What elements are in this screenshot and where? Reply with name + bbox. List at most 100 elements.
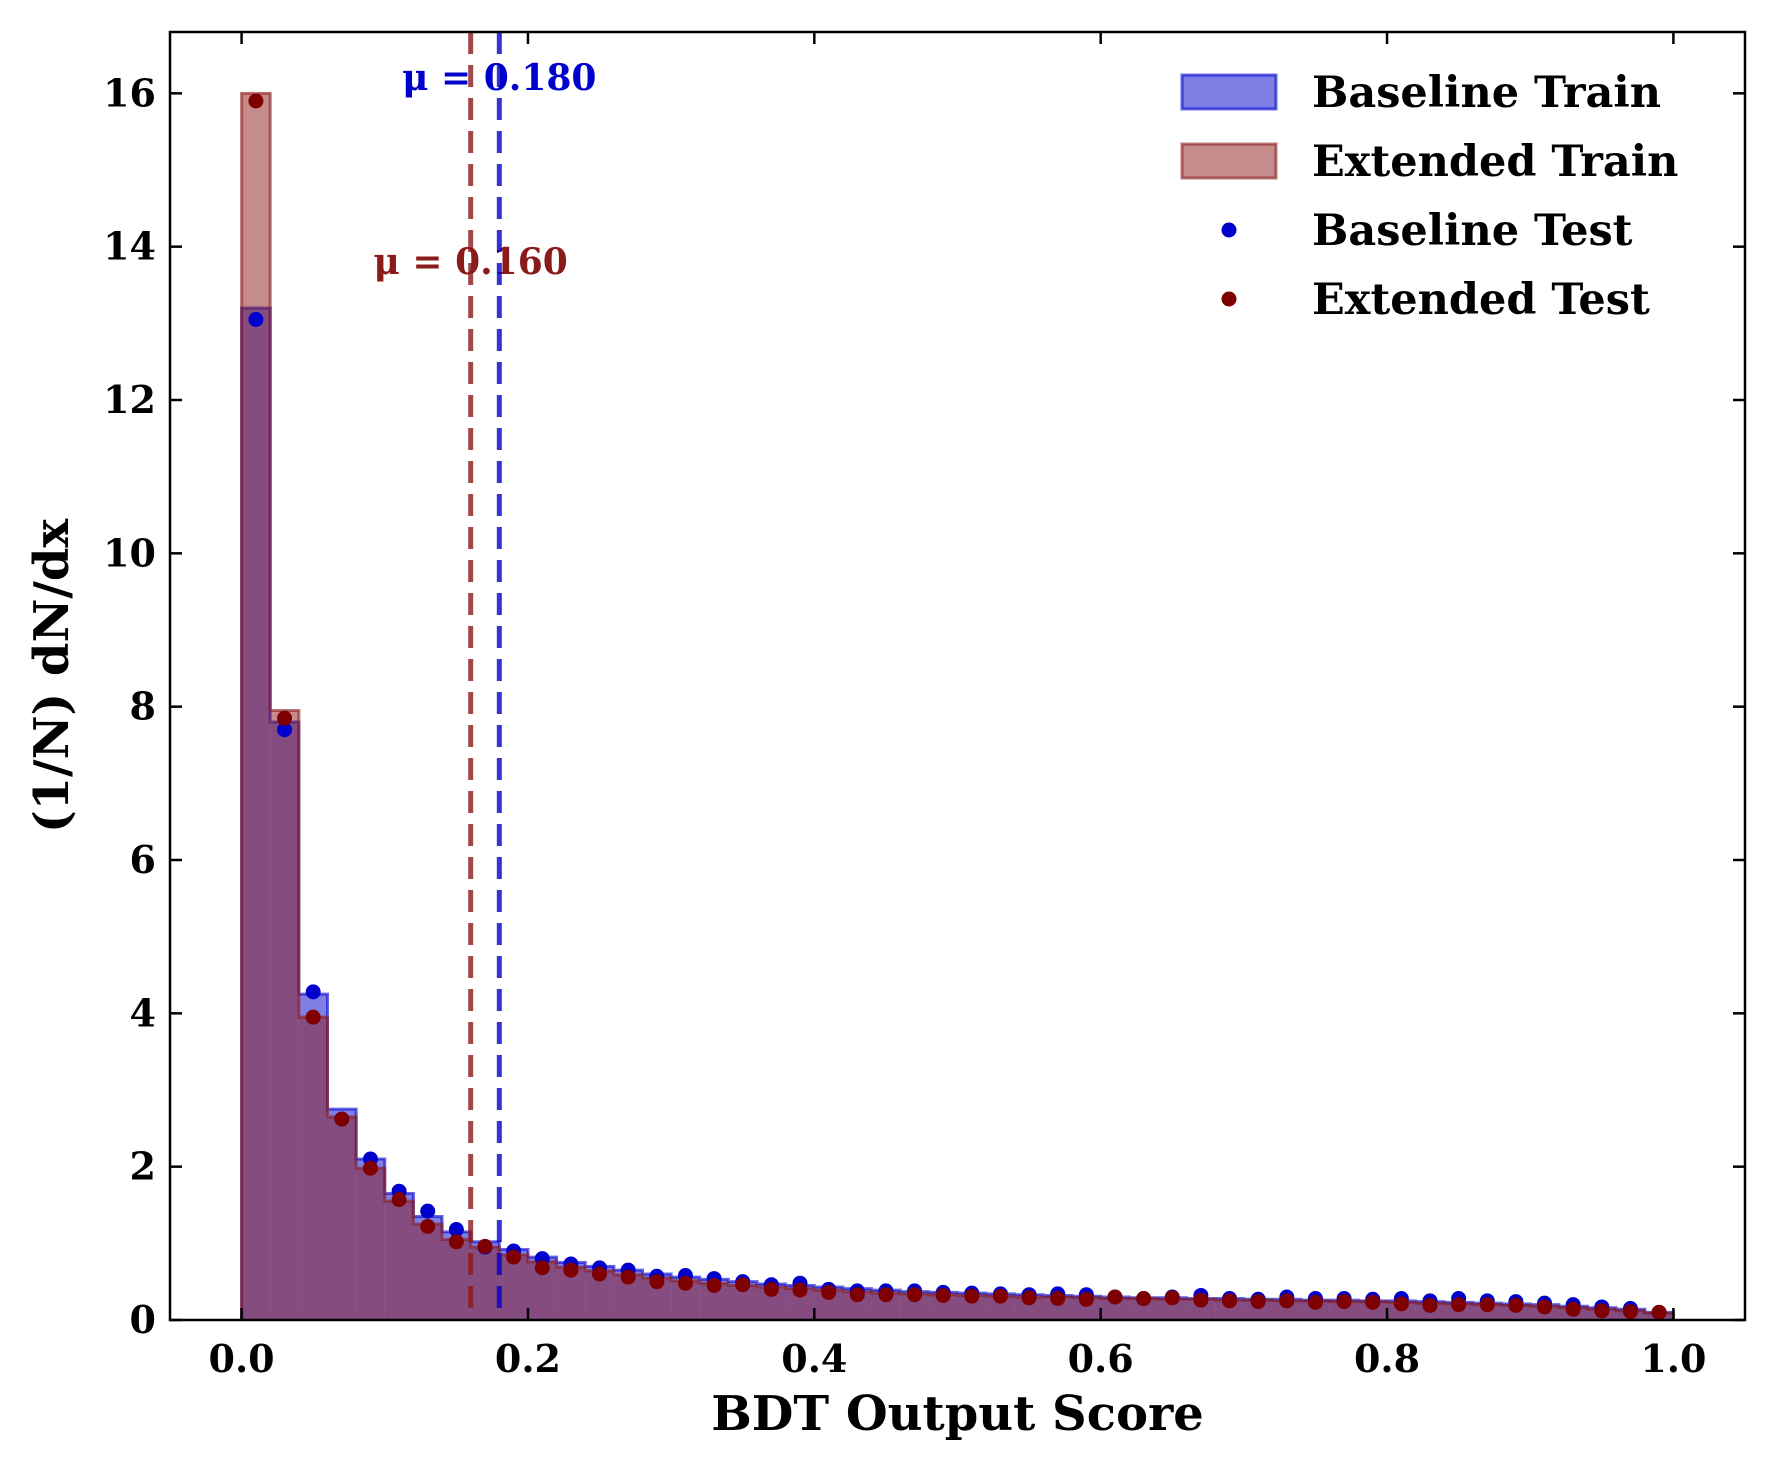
- extended-train-bar: [442, 1239, 471, 1320]
- x-tick-label: 0.2: [495, 1336, 561, 1381]
- extended-test-point: [1594, 1303, 1610, 1319]
- y-tick-label: 14: [103, 224, 156, 269]
- test-points: [248, 93, 1667, 1320]
- extended-test-point: [334, 1111, 350, 1127]
- extended-train-bar: [241, 93, 271, 1320]
- y-tick-label: 10: [103, 530, 156, 575]
- baseline-test-legend-label: Baseline Test: [1312, 206, 1633, 256]
- extended-test-point: [1279, 1293, 1295, 1309]
- baseline-train-mean-label: μ = 0.180: [402, 57, 596, 99]
- extended-test-point: [391, 1192, 407, 1208]
- extended-train-bar: [298, 1017, 328, 1320]
- x-tick-label: 0.0: [209, 1336, 275, 1381]
- extended-test-point: [448, 1234, 464, 1250]
- extended-test-point: [1193, 1292, 1209, 1308]
- extended-train-histogram: [240, 91, 1675, 1320]
- extended-test-legend-item: Extended Test: [1221, 275, 1650, 325]
- baseline-test-legend-item: Baseline Test: [1221, 206, 1633, 256]
- extended-test-point: [305, 1009, 321, 1025]
- extended-test-point: [1307, 1294, 1323, 1310]
- extended-train-bar: [356, 1168, 385, 1320]
- extended-test-point: [592, 1266, 608, 1282]
- extended-test-point: [1422, 1297, 1438, 1313]
- extended-test-point: [1565, 1301, 1581, 1317]
- y-tick-label: 0: [130, 1297, 156, 1342]
- extended-test-point: [849, 1287, 865, 1303]
- baseline-test-legend-marker: [1221, 222, 1237, 238]
- baseline-train-legend-swatch: [1180, 73, 1278, 111]
- extended-train-bar: [1272, 1300, 1302, 1320]
- extended-test-point: [1050, 1291, 1066, 1307]
- extended-train-bar: [1186, 1299, 1216, 1320]
- baseline-train-histogram: [240, 306, 1675, 1320]
- extended-test-point: [1479, 1297, 1495, 1313]
- extended-test-point: [878, 1287, 894, 1303]
- extended-test-point: [534, 1260, 550, 1276]
- y-tick-label: 6: [130, 837, 156, 882]
- extended-train-bar: [986, 1296, 1015, 1320]
- y-tick-label: 2: [130, 1144, 156, 1189]
- extended-train-bar: [1215, 1300, 1244, 1320]
- extended-train-legend-swatch: [1180, 142, 1278, 180]
- y-tick-label: 4: [130, 990, 156, 1035]
- extended-test-points: [248, 93, 1667, 1320]
- baseline-test-points: [248, 312, 1667, 1320]
- extended-train-bar: [1157, 1299, 1187, 1320]
- extended-test-point: [677, 1275, 693, 1291]
- extended-train-bar: [413, 1224, 443, 1320]
- extended-train-bar: [1301, 1300, 1330, 1320]
- y-tick-label: 8: [130, 684, 156, 729]
- extended-test-point: [506, 1249, 522, 1265]
- extended-train-bar: [1329, 1301, 1359, 1320]
- extended-train-bar: [1243, 1300, 1273, 1320]
- extended-test-point: [706, 1278, 722, 1293]
- extended-test-point: [1451, 1297, 1467, 1313]
- x-tick-label: 0.4: [781, 1336, 847, 1381]
- extended-train-mean-label: μ = 0.160: [374, 241, 568, 283]
- extended-train-bar: [499, 1254, 528, 1320]
- extended-train-bar: [327, 1116, 357, 1320]
- extended-test-point: [1021, 1290, 1037, 1306]
- extended-test-point: [477, 1238, 493, 1254]
- extended-test-point: [277, 710, 293, 726]
- extended-train-legend-label: Extended Train: [1312, 137, 1678, 187]
- extended-test-point: [735, 1277, 751, 1293]
- y-axis-label: (1/N) dN/dx: [24, 519, 80, 833]
- extended-train-bar: [1100, 1298, 1130, 1320]
- axis-ticks: 0.0 0.2 0.4 0.6 0.8 1.0 0 2 4 6 8 10 12 14 16: [103, 32, 1745, 1381]
- baseline-test-point: [448, 1222, 464, 1238]
- extended-test-point: [992, 1288, 1008, 1304]
- extended-test-point: [649, 1274, 665, 1290]
- extended-train-bar: [1472, 1304, 1502, 1320]
- extended-test-point: [248, 93, 264, 109]
- extended-train-bar: [384, 1201, 414, 1320]
- x-axis-label: BDT Output Score: [711, 1386, 1204, 1442]
- extended-test-point: [1250, 1294, 1266, 1310]
- extended-train-bar: [470, 1247, 500, 1320]
- x-tick-label: 0.8: [1354, 1336, 1420, 1381]
- extended-test-point: [1136, 1291, 1152, 1307]
- extended-test-point: [362, 1160, 378, 1176]
- extended-test-point: [792, 1282, 808, 1298]
- plot-frame: [168, 30, 1747, 1322]
- baseline-test-point: [420, 1203, 436, 1219]
- extended-train-bar: [1043, 1297, 1073, 1320]
- extended-test-point: [907, 1287, 923, 1303]
- y-tick-label: 12: [103, 377, 156, 422]
- extended-train-bar: [1129, 1298, 1158, 1320]
- y-tick-label: 16: [103, 70, 156, 115]
- extended-test-point: [1537, 1299, 1553, 1315]
- x-tick-label: 1.0: [1640, 1336, 1706, 1381]
- baseline-train-legend-item: Baseline Train: [1180, 68, 1661, 118]
- extended-test-point: [1107, 1289, 1123, 1305]
- baseline-test-point: [277, 722, 293, 738]
- extended-test-point: [1651, 1304, 1667, 1320]
- extended-test-point: [1365, 1294, 1381, 1310]
- extended-test-point: [821, 1284, 837, 1300]
- extended-train-bar: [270, 710, 299, 1320]
- extended-test-point: [420, 1218, 436, 1234]
- extended-test-point: [964, 1288, 980, 1304]
- extended-test-point: [1622, 1304, 1638, 1320]
- extended-test-point: [1336, 1294, 1352, 1310]
